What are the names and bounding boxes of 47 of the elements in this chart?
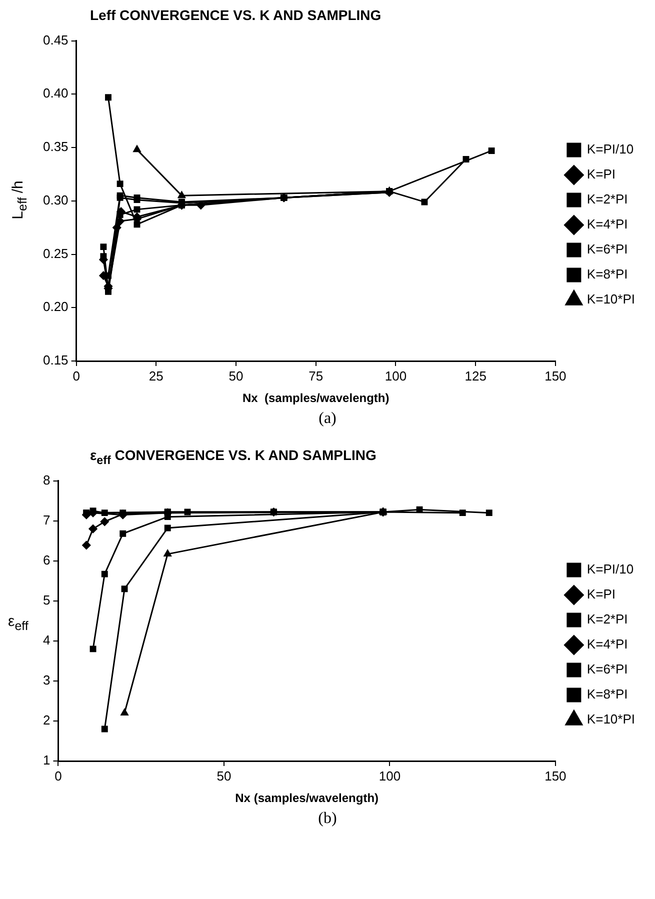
- y-tick-label: 0.35: [42, 139, 68, 154]
- y-tick-label: 7: [42, 512, 50, 528]
- legend-label: K=PI: [586, 586, 616, 602]
- x-tick-label: 100: [384, 368, 407, 384]
- y-tick-label: 0.20: [42, 299, 68, 314]
- y-tick-label: 6: [42, 552, 50, 568]
- legend-label: K=8*PI: [586, 266, 628, 282]
- y-tick-label: 2: [42, 712, 50, 728]
- y-tick-label: 3: [42, 672, 50, 688]
- text: (a): [318, 410, 338, 429]
- y-tick-label: 0.30: [42, 192, 68, 208]
- legend-label: K=4*PI: [586, 216, 628, 232]
- chart-title: ε$_{eff}$ CONVERGENCE VS. K AND SAMPLING: [89, 446, 378, 469]
- chart-title: Leff CONVERGENCE VS. K AND SAMPLING: [89, 6, 382, 25]
- x-tick-label: 125: [464, 368, 486, 384]
- y-tick-label: 1: [42, 752, 50, 768]
- legend-label: K=4*PI: [586, 636, 628, 652]
- legend-label: K=10*PI: [586, 712, 636, 727]
- legend-label: K=PI: [586, 166, 616, 182]
- legend-label: K=2*PI: [586, 612, 628, 627]
- x-tick-label: 150: [544, 368, 566, 384]
- legend-label: K=PI/10: [586, 562, 634, 577]
- legend-label: K=6*PI: [586, 662, 628, 677]
- y-tick-label: 4: [42, 632, 50, 648]
- text: (b): [317, 810, 338, 829]
- legend-label: K=6*PI: [586, 242, 628, 257]
- legend-label: K=10*PI: [586, 292, 636, 307]
- y-tick-label: 8: [42, 472, 50, 488]
- x-tick-label: 0: [54, 768, 62, 784]
- legend-label: K=8*PI: [586, 686, 628, 702]
- x-tick-label: 100: [378, 768, 401, 784]
- x-tick-label: 25: [148, 368, 164, 384]
- x-axis-title: Nx (samples/wavelength): [242, 391, 390, 406]
- x-tick-label: 0: [72, 368, 80, 384]
- y-tick-label: 5: [42, 592, 50, 608]
- x-tick-label: 75: [308, 368, 324, 384]
- legend-label: K=PI/10: [586, 142, 634, 157]
- y-tick-label: 0.40: [42, 86, 68, 101]
- x-tick-label: 50: [228, 368, 244, 384]
- y-tick-label: 0.45: [42, 32, 68, 48]
- y-axis-title: ε$_{eff}$: [8, 612, 28, 633]
- y-tick-label: 0.25: [42, 246, 68, 261]
- y-tick-label: 0.15: [42, 352, 68, 368]
- x-tick-label: 150: [544, 768, 566, 784]
- legend-label: K=2*PI: [586, 192, 628, 207]
- x-tick-label: 50: [216, 768, 232, 784]
- x-axis-title: Nx (samples/wavelength): [235, 791, 379, 806]
